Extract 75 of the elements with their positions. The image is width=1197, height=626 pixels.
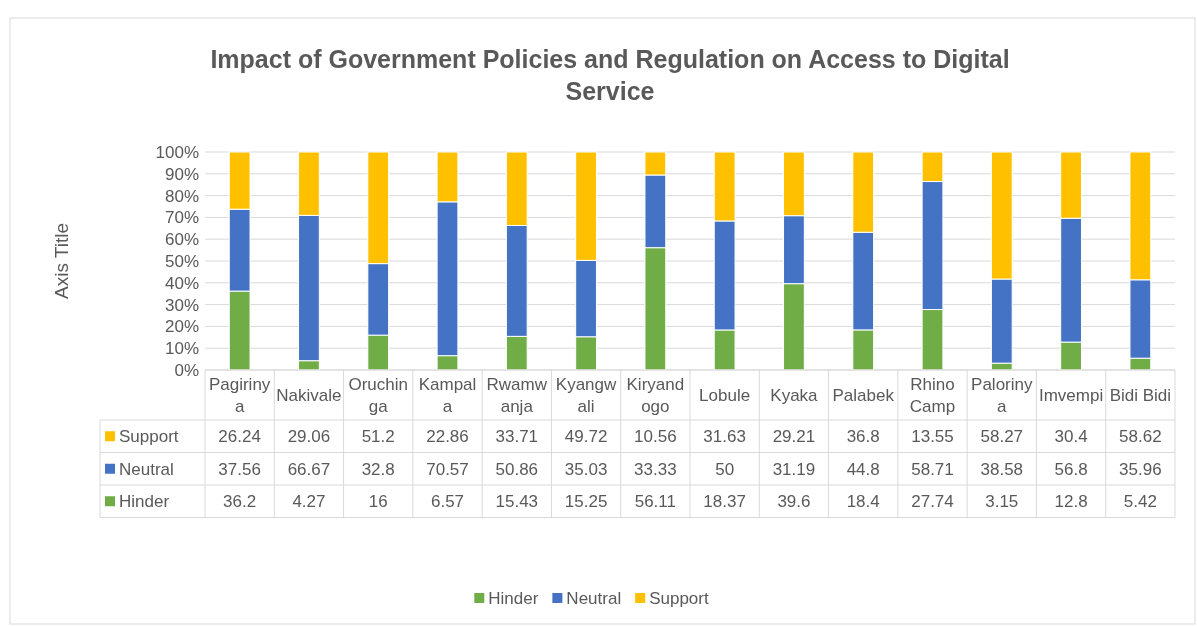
data-label: 37.56 [218, 459, 261, 479]
data-label: 56.8 [1054, 459, 1088, 479]
y-tick-label: 70% [164, 208, 199, 228]
data-label: 33.71 [495, 427, 539, 447]
y-axis-title: Axis Title [51, 222, 72, 300]
data-label: 27.74 [911, 492, 954, 512]
x-tick-label: Lobule [699, 385, 751, 405]
y-tick-label: 60% [164, 230, 199, 250]
text: Neutral [566, 588, 622, 608]
data-label: 10.56 [634, 427, 677, 447]
x-tick-label: Nakivale [276, 385, 342, 405]
x-tick-label: Rwamwanja [486, 374, 548, 416]
data-label: 36.2 [223, 492, 257, 512]
x-tick-label: Palorinya [971, 374, 1033, 416]
data-label: 29.06 [287, 427, 331, 447]
y-tick-label: 100% [155, 142, 199, 162]
x-tick-label: Kampala [418, 374, 477, 416]
y-tick-label: 80% [164, 186, 199, 206]
data-label: 49.72 [564, 427, 608, 447]
data-label: 58.71 [911, 459, 954, 479]
data-label: 15.25 [564, 492, 608, 512]
data-label: 15.43 [495, 492, 539, 512]
data-label: 16 [368, 492, 388, 512]
y-tick-label: 20% [164, 317, 199, 337]
data-label: 35.03 [564, 459, 608, 479]
x-tick-label: Oruchinga [348, 374, 408, 416]
data-label: 36.8 [846, 427, 880, 447]
data-label: 70.57 [426, 459, 469, 479]
data-label: 58.62 [1119, 427, 1162, 447]
y-tick-label: 30% [164, 295, 199, 315]
legend-label: Neutral [119, 459, 174, 479]
data-label: 56.11 [634, 492, 676, 512]
data-label: 18.37 [703, 492, 746, 512]
x-tick-label: Kyaka [770, 385, 819, 405]
data-label: 12.8 [1054, 492, 1088, 512]
x-tick-label: Rhino Camp [909, 374, 956, 416]
data-label: 44.8 [846, 459, 880, 479]
data-label: 26.24 [218, 427, 261, 447]
data-label: 29.21 [772, 427, 816, 447]
x-tick-label: Kyangwali [555, 374, 618, 416]
data-label: 35.96 [1119, 459, 1162, 479]
text: Hinder [488, 588, 539, 608]
data-label: 31.63 [703, 427, 746, 447]
x-tick-label: Bidi Bidi [1109, 385, 1172, 405]
y-tick-label: 40% [164, 273, 199, 293]
data-label: 33.33 [634, 459, 677, 479]
data-label: 30.4 [1054, 427, 1088, 447]
y-tick-label: 50% [164, 251, 199, 271]
data-label: 50 [715, 459, 735, 479]
data-label: 66.67 [287, 459, 331, 479]
y-tick-label: 0% [174, 360, 199, 380]
data-label: 13.55 [911, 427, 954, 447]
data-label: 22.86 [426, 427, 469, 447]
data-label: 38.58 [980, 459, 1024, 479]
x-tick-label: Palabek [832, 385, 895, 405]
text: Support [649, 588, 709, 608]
legend-label: Hinder [119, 492, 170, 512]
data-label: 3.15 [985, 492, 1019, 512]
y-tick-label: 10% [164, 339, 199, 359]
x-tick-label: Imvempi [1038, 385, 1104, 405]
data-label: 39.6 [777, 492, 811, 512]
chart-title: Impact of Government Policies and Regulation on Access to Digital Service [210, 45, 1010, 105]
data-label: 58.27 [980, 427, 1024, 447]
y-tick-label: 90% [164, 164, 199, 184]
data-label: 5.42 [1123, 492, 1157, 512]
data-label: 51.2 [361, 427, 395, 447]
x-tick-label: Pagirinya [208, 374, 271, 416]
data-label: 50.86 [495, 459, 539, 479]
data-label: 32.8 [361, 459, 395, 479]
data-label: 4.27 [292, 492, 326, 512]
x-tick-label: Kiryandogo [626, 374, 685, 416]
data-label: 18.4 [846, 492, 880, 512]
data-label: 31.19 [772, 459, 816, 479]
legend-label: Support [119, 427, 179, 447]
data-label: 6.57 [430, 492, 465, 512]
